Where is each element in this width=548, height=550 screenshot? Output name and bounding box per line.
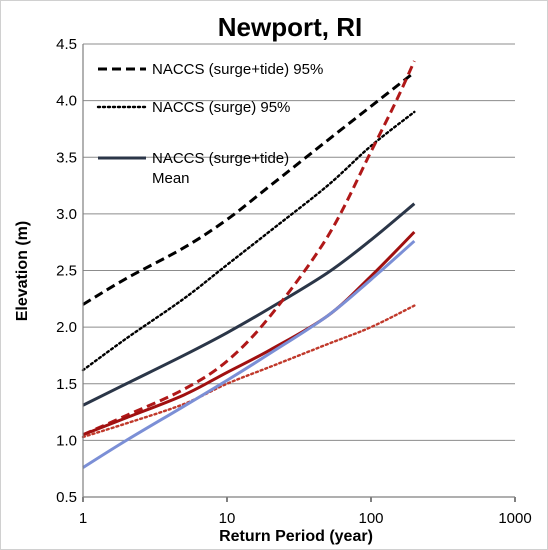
series-line-2 [81, 110, 416, 372]
legend-label: Mean [152, 170, 190, 187]
axes [82, 44, 516, 502]
series-line-4 [82, 60, 416, 437]
series-layer [81, 60, 416, 469]
y-tick-label: 3.0 [56, 206, 77, 223]
y-tick-label: 4.5 [56, 36, 77, 53]
y-tick-label: 0.5 [56, 489, 77, 506]
x-tick-label: 1000 [498, 510, 531, 527]
x-axis-label: Return Period (year) [219, 528, 373, 545]
legend-label: NACCS (surge+tide) 95% [152, 61, 323, 78]
series-line-7 [82, 239, 416, 469]
tick-labels: 0.5 1.0 1.5 2.0 2.5 3.0 3.5 4.0 4.5 1 10 100 1000 [56, 36, 532, 527]
y-tick-label: 1.5 [56, 376, 77, 393]
y-tick-label: 1.0 [56, 432, 77, 449]
legend-label: NACCS (surge) 95% [152, 99, 290, 116]
legend-label: NACCS (surge+tide) [152, 150, 289, 167]
y-tick-label: 3.5 [56, 149, 77, 166]
series-line-6 [81, 304, 416, 439]
y-tick-label: 4.0 [56, 93, 77, 110]
x-tick-label: 100 [358, 510, 383, 527]
x-tick-label: 1 [79, 510, 87, 527]
legend: NACCS (surge+tide) 95% NACCS (surge) 95% N… [96, 61, 323, 187]
series-line-3 [82, 202, 416, 407]
series-line-5 [82, 230, 416, 437]
series-line-1 [82, 71, 416, 306]
chart-title: Newport, RI [218, 12, 362, 42]
y-axis-label: Elevation (m) [14, 221, 31, 321]
x-tick-label: 10 [219, 510, 236, 527]
y-tick-label: 2.0 [56, 319, 77, 336]
y-tick-label: 2.5 [56, 263, 77, 280]
